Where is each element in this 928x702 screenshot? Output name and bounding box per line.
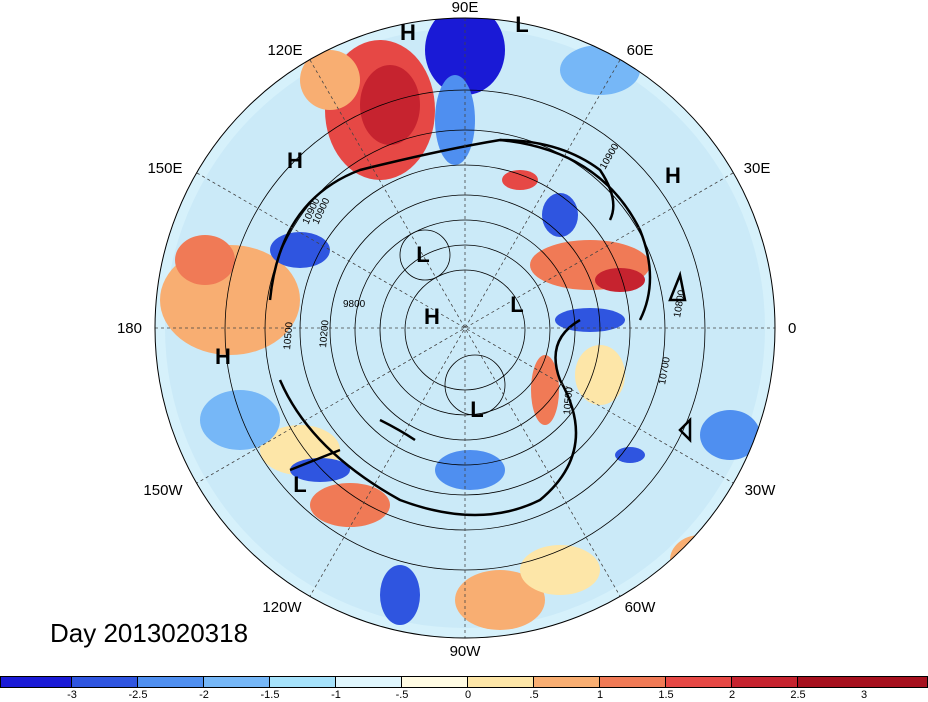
lon-label: 150W bbox=[143, 482, 183, 499]
colorbar-tick: 0 bbox=[464, 689, 472, 701]
lon-label: 120W bbox=[262, 599, 302, 616]
colorbar-tick: -2 bbox=[199, 689, 209, 701]
contour-label: 10700 bbox=[657, 356, 673, 386]
lon-label: 30W bbox=[745, 482, 777, 499]
colorbar-box bbox=[402, 676, 468, 688]
pressure-label: H bbox=[400, 20, 416, 45]
pressure-label: L bbox=[510, 292, 523, 317]
date-title: Day 2013020318 bbox=[50, 618, 249, 648]
longitude-labels: 90E 60E 30E 0 30W 60W 90W 120W 150W 180 … bbox=[117, 0, 796, 660]
colorbar-tick: -1 bbox=[331, 689, 341, 701]
pressure-label: L bbox=[416, 242, 429, 267]
colorbar-box bbox=[468, 676, 534, 688]
colorbar-tick: 2.5 bbox=[790, 689, 806, 701]
pressure-label: H bbox=[215, 344, 231, 369]
contour-label: 10800 bbox=[672, 289, 688, 319]
colorbar-tick: -2.5 bbox=[128, 689, 148, 701]
colorbar-tick: 2 bbox=[728, 689, 736, 701]
colorbar-tick: .5 bbox=[529, 689, 539, 701]
colorbar-frame bbox=[0, 676, 928, 688]
colorbar-box bbox=[138, 676, 204, 688]
colorbar-tick: 3 bbox=[860, 689, 868, 701]
colorbar-box bbox=[336, 676, 402, 688]
lon-label: 30E bbox=[744, 160, 771, 177]
lon-label: 90E bbox=[452, 0, 479, 16]
graticule bbox=[155, 18, 775, 638]
colorbar-box bbox=[204, 676, 270, 688]
pressure-label: H bbox=[424, 304, 440, 329]
colorbar-tick: 1 bbox=[596, 689, 604, 701]
colorbar-box bbox=[732, 676, 798, 688]
map-border bbox=[154, 17, 776, 639]
colorbar-tick: -.5 bbox=[395, 689, 409, 701]
colorbar-tick: -3 bbox=[67, 689, 77, 701]
contour-label: 10500 bbox=[282, 321, 295, 350]
lon-label: 60W bbox=[625, 599, 657, 616]
contour-label: 10200 bbox=[318, 319, 331, 348]
colorbar: -3 -2.5 -2 -1.5 -1 -.5 0 .5 1 1.5 2 2.5 … bbox=[0, 676, 928, 702]
pressure-label: L bbox=[293, 472, 306, 497]
lon-label: 0 bbox=[788, 320, 796, 337]
pressure-label: H bbox=[665, 163, 681, 188]
contour-label: 10500 bbox=[562, 386, 575, 415]
lon-label: 90W bbox=[450, 643, 482, 660]
lon-label: 150E bbox=[147, 160, 182, 177]
colorbar-box bbox=[600, 676, 666, 688]
colorbar-tick: -1.5 bbox=[260, 689, 280, 701]
lon-label: 120E bbox=[267, 42, 302, 59]
pressure-label: L bbox=[470, 397, 483, 422]
pressure-label: H bbox=[287, 148, 303, 173]
colorbar-tick: 1.5 bbox=[658, 689, 674, 701]
colorbar-box bbox=[534, 676, 600, 688]
colorbar-box bbox=[72, 676, 138, 688]
colorbar-box bbox=[0, 676, 72, 688]
colorbar-box bbox=[666, 676, 732, 688]
polar-map: 90E 60E 30E 0 30W 60W 90W 120W 150W 180 … bbox=[117, 0, 796, 660]
lon-label: 180 bbox=[117, 320, 142, 337]
pressure-label: L bbox=[515, 12, 528, 37]
colorbar-box bbox=[270, 676, 336, 688]
lon-label: 60E bbox=[627, 42, 654, 59]
contour-label: 9800 bbox=[343, 299, 366, 310]
pressure-centers: H L H H L H L H L L bbox=[215, 12, 681, 497]
